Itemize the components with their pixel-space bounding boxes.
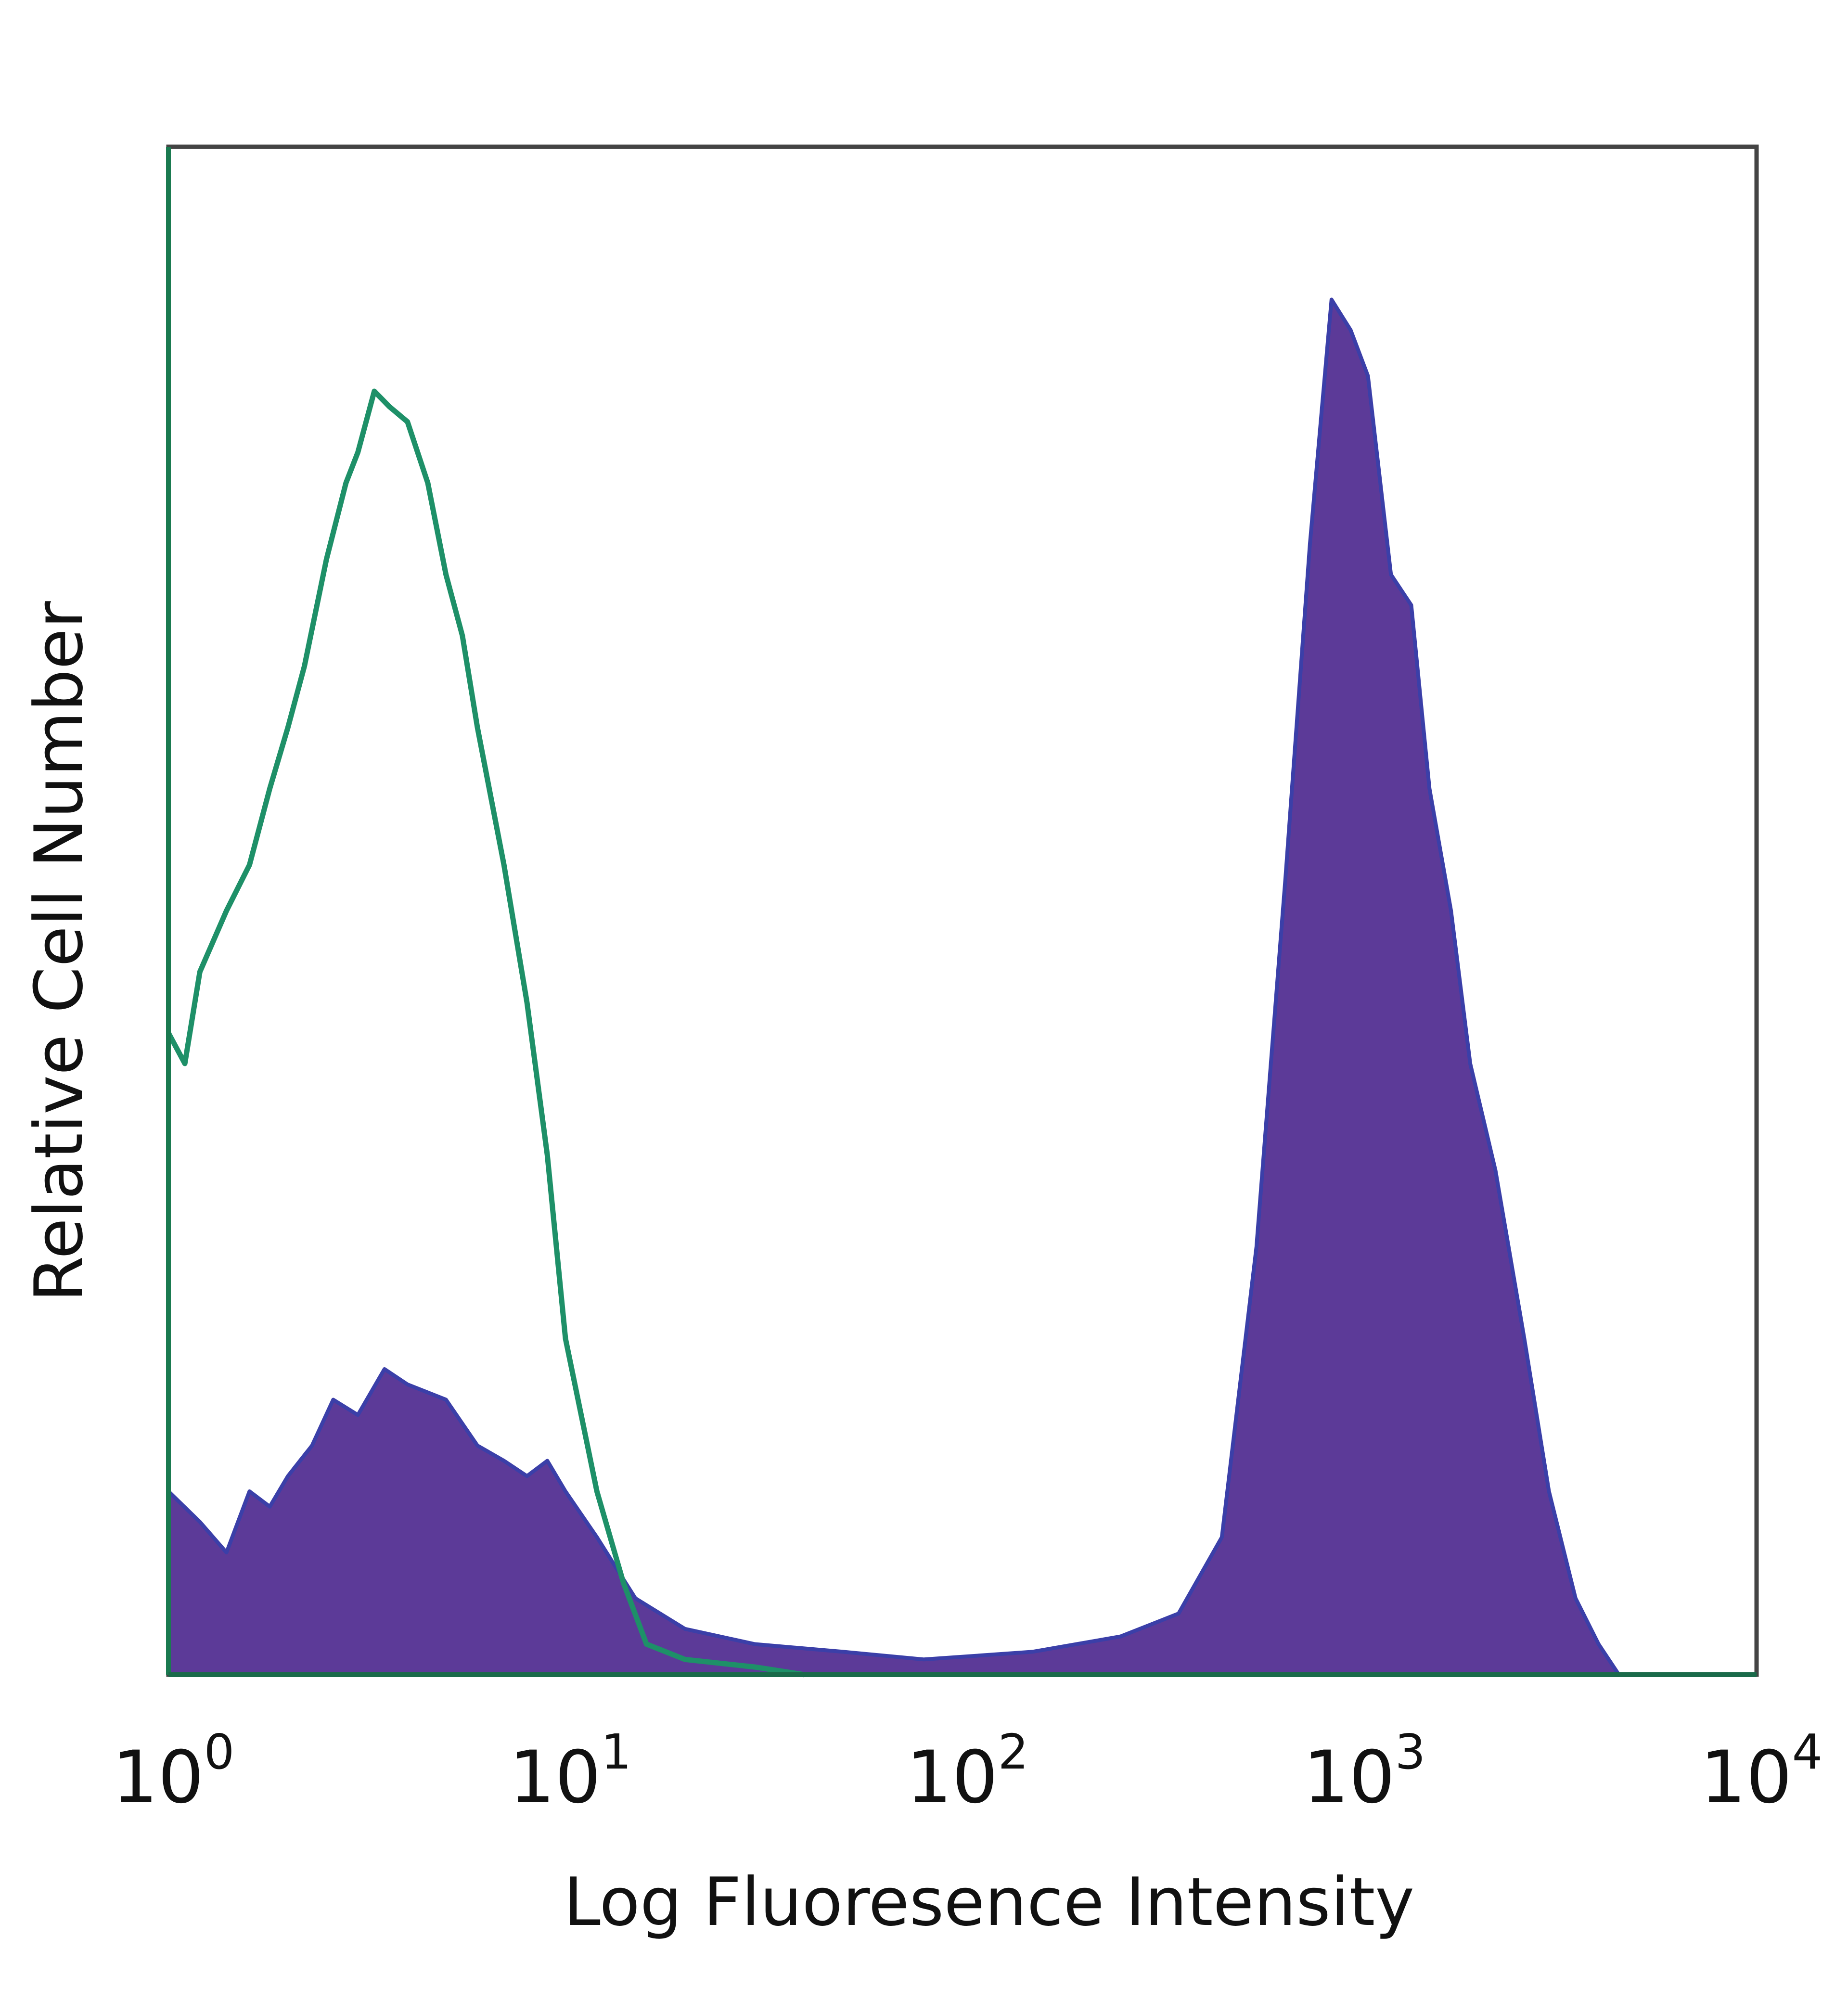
- x-tick-label: 104: [1700, 1724, 1823, 1820]
- histogram-series-1-filled: [167, 297, 1621, 1677]
- x-tick-labels: 100 101 102 103 104: [112, 1724, 1823, 1820]
- x-tick-label: 102: [906, 1724, 1029, 1820]
- y-axis-label: Relative Cell Number: [20, 601, 98, 1302]
- x-tick-label: 101: [509, 1724, 632, 1820]
- x-tick-label: 103: [1303, 1724, 1426, 1820]
- x-tick-label: 100: [112, 1724, 235, 1820]
- series-layer: [166, 297, 1621, 1678]
- histogram-series-2-outline: [166, 388, 805, 1678]
- x-axis-label: Log Fluoresence Intensity: [564, 1863, 1414, 1941]
